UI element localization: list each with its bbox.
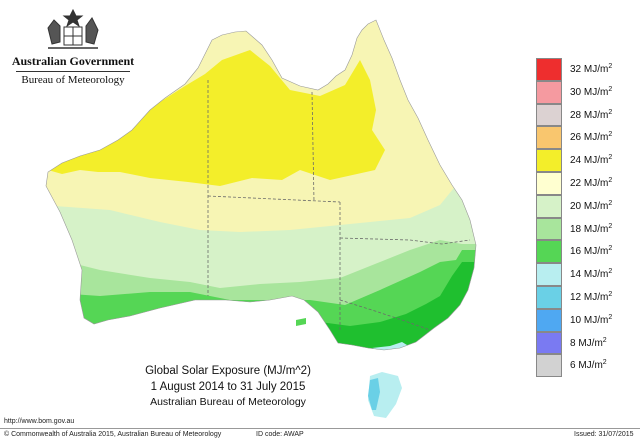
legend-swatch [536, 194, 562, 218]
legend-label: 26 MJ/m2 [570, 131, 613, 144]
legend-swatch [536, 126, 562, 150]
copyright-text: © Commonwealth of Australia 2015, Austra… [4, 431, 222, 438]
legend-swatch [536, 308, 562, 332]
map-period: 1 August 2014 to 31 July 2015 [150, 381, 306, 393]
border-qld-nsw [339, 237, 471, 245]
legend-label: 30 MJ/m2 [570, 85, 613, 98]
legend-label: 18 MJ/m2 [570, 222, 613, 235]
id-code-text: ID code: AWAP [256, 431, 304, 438]
coat-of-arms-icon [47, 8, 99, 49]
legend-swatch [536, 240, 562, 264]
legend-swatch [536, 171, 562, 195]
org-name: Australian Government [11, 54, 135, 68]
border-nt-qld [311, 91, 315, 203]
legend-swatch [536, 149, 562, 172]
legend-swatch [536, 354, 562, 378]
brand-divider [16, 71, 130, 72]
legend-label: 8 MJ/m2 [570, 336, 607, 349]
map-source: Australian Bureau of Meteorology [150, 396, 306, 408]
tasmania-west-band [368, 378, 380, 410]
bom-url-link[interactable]: http://www.bom.gov.au [4, 418, 75, 425]
legend-label: 28 MJ/m2 [570, 108, 613, 121]
issued-date-text: Issued: 31/07/2015 [574, 431, 634, 438]
footer-divider [0, 428, 640, 429]
legend-swatch [536, 58, 562, 81]
legend-swatch [536, 263, 562, 286]
legend-label: 6 MJ/m2 [570, 359, 607, 372]
legend-swatch [536, 331, 562, 355]
border-nt-sa [207, 195, 341, 203]
brand-block: Australian Government Bureau of Meteorol… [8, 8, 138, 86]
legend-label: 12 MJ/m2 [570, 290, 613, 303]
zone-band-24-26 [48, 50, 385, 186]
state-borders [207, 80, 471, 331]
legend-swatch [536, 80, 562, 104]
legend-swatch [536, 103, 562, 127]
legend-swatch [536, 217, 562, 241]
legend-label: 14 MJ/m2 [570, 268, 613, 281]
legend-swatch [536, 285, 562, 309]
legend-label: 16 MJ/m2 [570, 245, 613, 258]
legend-label: 10 MJ/m2 [570, 313, 613, 326]
legend-label: 32 MJ/m2 [570, 63, 613, 75]
map-title: Global Solar Exposure (MJ/m^2) [145, 365, 311, 377]
bureau-name: Bureau of Meteorology [21, 74, 125, 86]
border-nsw-vic [339, 299, 431, 331]
map-caption: Global Solar Exposure (MJ/m^2) 1 August … [108, 363, 348, 410]
legend-label: 24 MJ/m2 [570, 154, 613, 167]
legend-label: 22 MJ/m2 [570, 176, 613, 189]
legend-label: 20 MJ/m2 [570, 199, 613, 212]
kangaroo-island [296, 318, 306, 326]
